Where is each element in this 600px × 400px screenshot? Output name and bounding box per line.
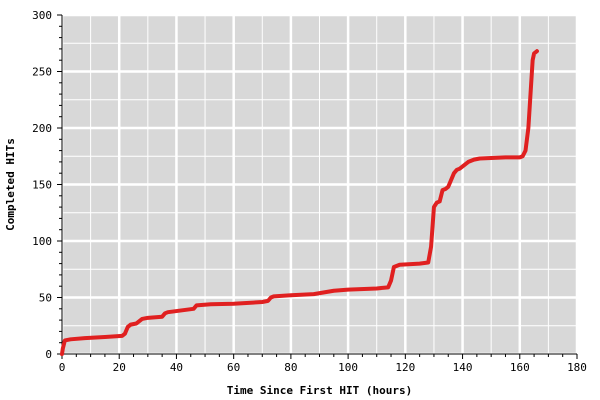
y-tick-label: 300 — [32, 9, 52, 22]
series-line — [60, 49, 539, 356]
y-tick-label: 0 — [45, 348, 52, 361]
y-tick-label: 50 — [39, 292, 52, 305]
x-tick-label: 20 — [113, 361, 126, 374]
x-tick-label: 160 — [510, 361, 530, 374]
y-tick-label: 200 — [32, 122, 52, 135]
x-axis-ticks: 0 20 40 60 80 100 120 140 160 180 — [59, 361, 587, 374]
y-axis-ticks: 0 50 100 150 200 250 300 — [32, 9, 52, 361]
x-tick-label: 40 — [170, 361, 183, 374]
x-tick-label: 140 — [453, 361, 473, 374]
y-tick-label: 100 — [32, 235, 52, 248]
x-tick-label: 60 — [227, 361, 240, 374]
y-axis-label: Completed HITs — [4, 138, 17, 231]
x-tick-label: 100 — [338, 361, 358, 374]
x-tick-label: 80 — [284, 361, 297, 374]
x-tick-label: 0 — [59, 361, 66, 374]
x-tick-label: 180 — [567, 361, 587, 374]
x-tick-label: 120 — [395, 361, 415, 374]
y-tick-label: 250 — [32, 66, 52, 79]
axes — [57, 14, 578, 359]
y-tick-label: 150 — [32, 179, 52, 192]
x-axis-label: Time Since First HIT (hours) — [227, 384, 412, 397]
